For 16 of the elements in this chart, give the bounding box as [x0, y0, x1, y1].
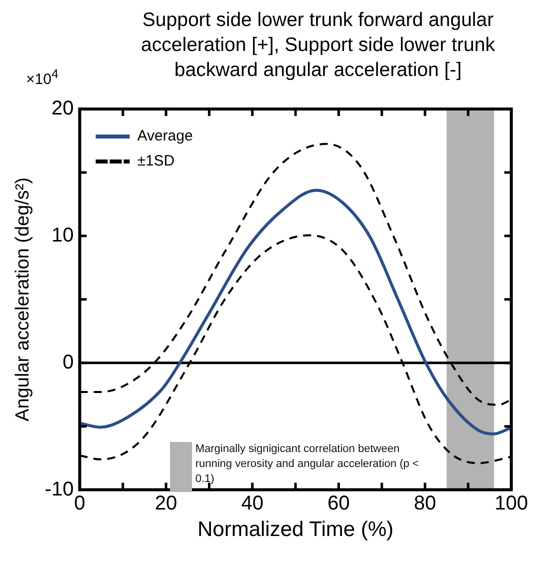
x-tick-label: 80 [414, 492, 436, 514]
x-axis-title: Normalized Time (%) [197, 518, 394, 542]
y-tick-label: 0 [62, 351, 74, 374]
x-tick-label: 40 [241, 492, 264, 514]
y-axis-title: Angular acceleration (deg/s²) [12, 177, 34, 422]
legend-label: ±1SD [137, 152, 175, 170]
chart-title: Support side lower trunk forward angular acceleration [+], Support side lower trunk backward angular acceleration [-] [140, 8, 496, 83]
y-tick-label: -10 [44, 478, 74, 500]
text: ×10$^{4}$ [26, 67, 58, 88]
y-tick-label: 20 [51, 98, 74, 120]
legend-label: Average [137, 128, 193, 145]
x-tick-label: 60 [328, 492, 350, 514]
band-label: Marginally signigicant correlation between running verosity and angular acceleration (p < 0.1) [195, 442, 420, 487]
y-tick-label: 10 [51, 224, 74, 246]
x-tick-label: 20 [154, 492, 178, 514]
x-tick-label: 100 [494, 492, 528, 514]
